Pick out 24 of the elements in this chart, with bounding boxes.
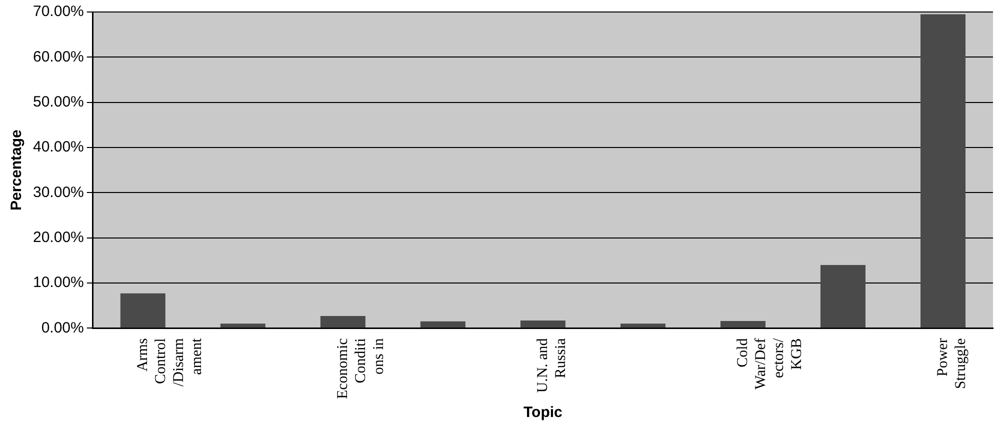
bar	[220, 324, 266, 328]
bar	[120, 293, 166, 328]
bar	[720, 320, 766, 328]
y-tick-label: 10.00%	[33, 274, 84, 292]
bar	[820, 264, 866, 328]
bar	[620, 324, 666, 328]
y-tick-label: 30.00%	[33, 184, 84, 201]
y-axis-title: Percentage	[8, 130, 26, 211]
x-axis-title: Topic	[523, 404, 562, 422]
x-tick-label: Economic Conditions in	[334, 338, 387, 400]
x-tick-label: U.N. and Russia	[534, 338, 569, 393]
bar	[520, 320, 566, 328]
bar	[920, 14, 966, 328]
y-tick-label: 0.00%	[41, 319, 84, 336]
bar	[420, 321, 466, 328]
y-tick-label: 20.00%	[33, 228, 84, 246]
y-tick-label: 70.00%	[33, 3, 84, 20]
y-tick-label: 50.00%	[33, 93, 84, 110]
y-tick-label: 60.00%	[33, 48, 84, 66]
x-tick-label: Cold War/Defectors/KGB	[734, 337, 805, 390]
x-tick-label: Arms Control/Disarmament	[134, 337, 205, 387]
bar	[320, 316, 366, 328]
y-tick-label: 40.00%	[33, 138, 84, 156]
x-tick-label: Power Struggle	[934, 338, 969, 390]
